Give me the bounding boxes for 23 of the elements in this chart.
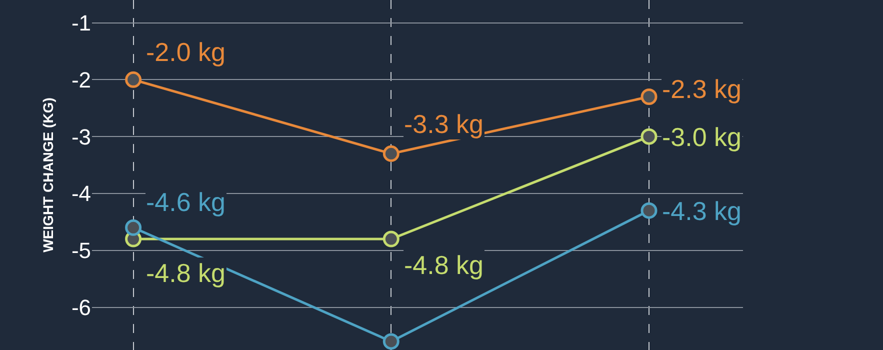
y-tick-label: -1 — [71, 10, 91, 36]
y-tick-label: -2 — [71, 67, 91, 92]
y-axis-title: WEIGHT CHANGE (KG) — [40, 98, 56, 252]
point — [125, 219, 142, 236]
y-tick-label: -6 — [71, 295, 91, 320]
point — [125, 71, 142, 88]
point — [382, 333, 400, 350]
point — [640, 88, 658, 105]
point — [640, 128, 658, 145]
y-tick-label: -4 — [71, 181, 91, 206]
data-label: -4.8 kg — [146, 258, 226, 288]
point — [382, 145, 400, 162]
point — [640, 202, 658, 219]
data-label: -2.0 kg — [146, 37, 226, 67]
data-label: -3.0 kg — [662, 122, 742, 152]
data-label: -4.6 kg — [146, 187, 226, 217]
data-label: -3.3 kg — [404, 109, 484, 139]
data-label: -4.8 kg — [404, 250, 484, 280]
y-tick-label: -3 — [71, 124, 91, 150]
y-tick-label: -5 — [71, 238, 91, 264]
data-label: -4.3 kg — [662, 196, 742, 226]
data-label: -2.3 kg — [662, 74, 742, 104]
point — [382, 230, 400, 248]
